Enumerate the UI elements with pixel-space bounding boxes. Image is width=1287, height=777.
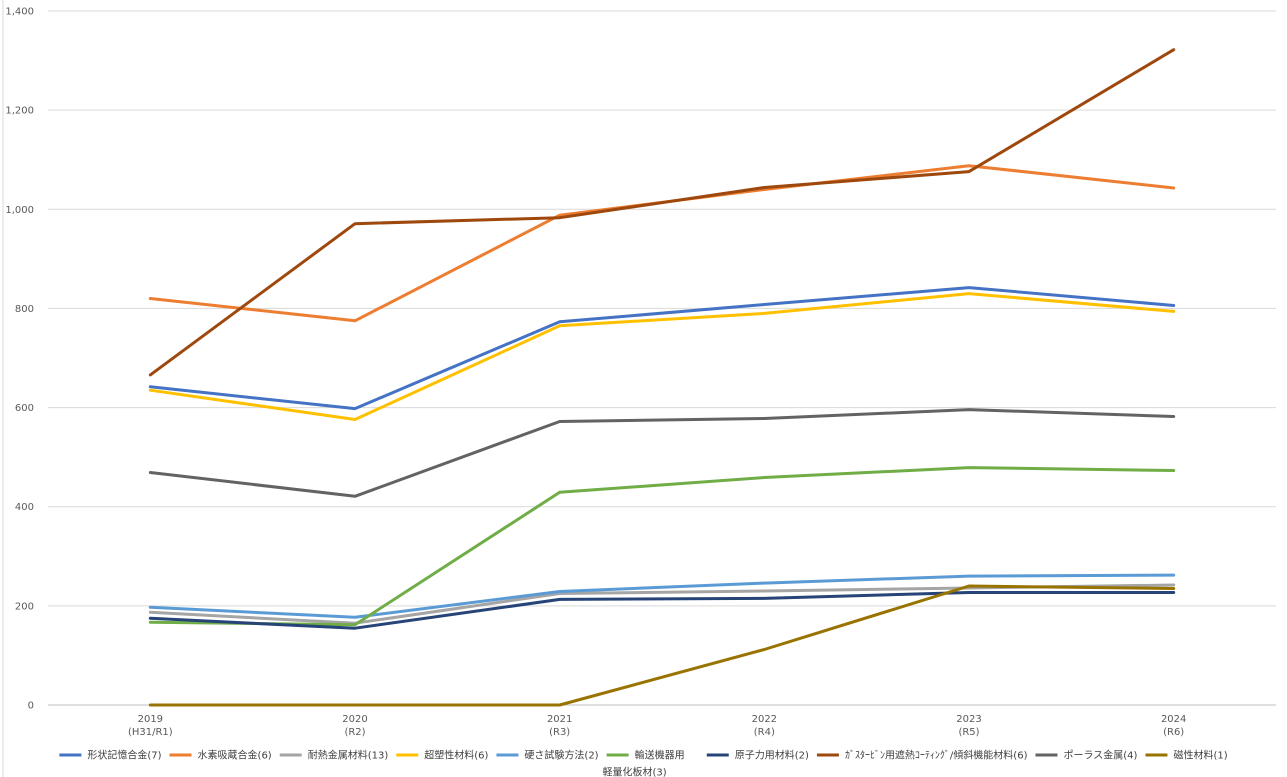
- legend-item: 磁性材料(1): [1145, 749, 1228, 762]
- x-tick-label: 2023: [956, 714, 981, 725]
- x-tick-label: (R4): [754, 727, 775, 738]
- y-tick-label: 800: [15, 304, 34, 315]
- series-line: [148, 584, 1176, 707]
- x-tick-label: 2019: [138, 714, 163, 725]
- y-axis: 0 200 400 600 800 1,000 1,200 1,400: [5, 7, 34, 712]
- x-tick-label: 2024: [1161, 714, 1186, 725]
- legend-item: 水素吸蔵合金(6): [169, 749, 272, 762]
- y-tick-label: 1,000: [5, 205, 34, 216]
- y-tick-label: 600: [15, 403, 34, 414]
- legend-item: ｶﾞｽﾀｰﾋﾞﾝ用遮熱ｺｰﾃｨﾝｸﾞ/傾斜機能材料(6): [816, 749, 1028, 762]
- legend-label: 原子力用材料(2): [735, 749, 809, 762]
- y-tick-label: 1,200: [5, 106, 34, 117]
- legend-item: 原子力用材料(2): [706, 749, 809, 762]
- legend-label: ｶﾞｽﾀｰﾋﾞﾝ用遮熱ｺｰﾃｨﾝｸﾞ/傾斜機能材料(6): [845, 749, 1028, 762]
- y-tick-label: 0: [28, 701, 34, 712]
- legend-label: 耐熱金属材料(13): [308, 749, 389, 762]
- legend-label: 超塑性材料(6): [424, 749, 488, 762]
- x-axis: 2019 (H31/R1) 2020 (R2) 2021 (R3) 2022 (R4) 2023…: [128, 714, 1186, 738]
- x-tick-label: 2021: [547, 714, 572, 725]
- x-tick-label: (R6): [1163, 727, 1184, 738]
- series-line: [148, 591, 1176, 630]
- legend-label: 磁性材料(1): [1173, 749, 1227, 762]
- legend-label: 形状記憶合金(7): [87, 749, 161, 762]
- legend-item: 形状記憶合金(7): [59, 749, 162, 762]
- series-line: [148, 573, 1176, 619]
- x-tick-label: (R2): [344, 727, 365, 738]
- x-tick-label: (H31/R1): [128, 727, 173, 738]
- y-tick-label: 400: [15, 502, 34, 513]
- x-tick-label: 2022: [752, 714, 777, 725]
- legend-label: 輸送機器用: [635, 749, 685, 762]
- series-line: [148, 408, 1176, 498]
- series-line: [148, 466, 1176, 627]
- legend: 形状記憶合金(7) 水素吸蔵合金(6) 耐熱金属材料(13) 超塑性材料(6) 硬さ試験…: [59, 749, 1228, 777]
- series-lines: [148, 48, 1176, 707]
- y-tick-label: 1,400: [5, 7, 34, 18]
- y-tick-label: 200: [15, 601, 34, 612]
- legend-label: ポーラス金属(4): [1063, 749, 1137, 762]
- series-line: [148, 48, 1176, 377]
- legend-item: 超塑性材料(6): [396, 749, 489, 762]
- legend-item: 硬さ試験方法(2): [496, 749, 599, 762]
- x-tick-label: (R5): [958, 727, 979, 738]
- series-line: [148, 292, 1176, 421]
- legend-item: 耐熱金属材料(13): [279, 749, 389, 762]
- series-line: [148, 286, 1176, 411]
- legend-label: 軽量化板材(3): [603, 766, 667, 777]
- x-tick-label: (R3): [549, 727, 570, 738]
- legend-item: ポーラス金属(4): [1035, 749, 1138, 762]
- legend-label: 硬さ試験方法(2): [524, 749, 598, 762]
- legend-label: 水素吸蔵合金(6): [198, 749, 272, 762]
- x-tick-label: 2020: [342, 714, 367, 725]
